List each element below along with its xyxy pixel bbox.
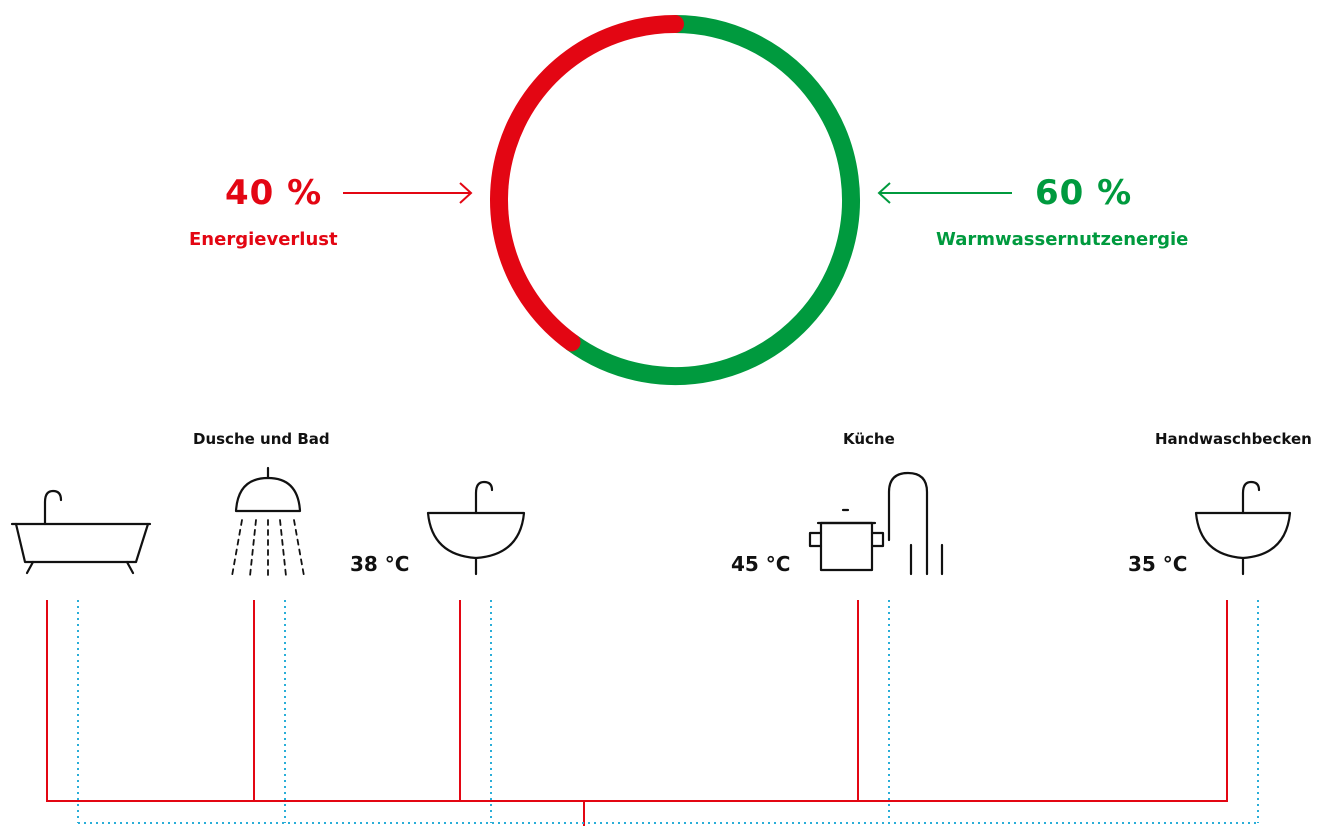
bathtub-icon [10, 489, 152, 575]
energy-loss-percent: 40 % [225, 173, 323, 213]
useful-energy-percent: 60 % [1035, 173, 1133, 213]
cold-water-pipes [77, 600, 1259, 824]
location-label-handwaschbecken: Handwaschbecken [1155, 430, 1312, 448]
shower-icon [231, 466, 305, 577]
useful-energy-arrow [877, 182, 1012, 204]
useful-energy-arc [566, 15, 860, 385]
washbasin-icon [426, 480, 526, 576]
energy-loss-label: Energieverlust [189, 229, 338, 250]
washbasin-icon [1194, 480, 1292, 576]
energy-donut-chart [490, 15, 860, 385]
temperature-handwaschbecken: 35 °C [1128, 552, 1188, 576]
kitchen-faucet-icon [887, 471, 944, 576]
temperature-bad: 38 °C [350, 552, 410, 576]
location-label-kueche: Küche [843, 430, 895, 448]
energy-loss-arc [490, 15, 684, 352]
cooking-pot-icon [808, 508, 885, 572]
hot-water-pipes [46, 600, 1228, 826]
temperature-kueche: 45 °C [731, 552, 791, 576]
useful-energy-label: Warmwassernutzenergie [936, 229, 1189, 250]
location-label-dusche-bad: Dusche und Bad [193, 430, 330, 448]
energy-loss-arrow [343, 182, 473, 204]
